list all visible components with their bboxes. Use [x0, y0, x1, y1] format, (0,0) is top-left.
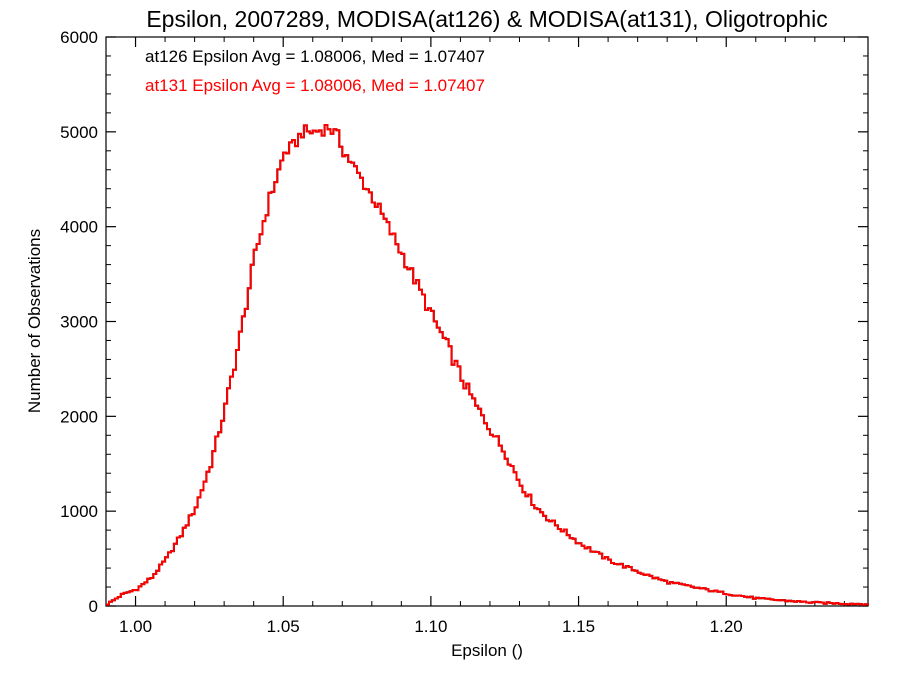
y-tick-label: 6000 — [60, 28, 98, 47]
x-tick-label: 1.20 — [710, 617, 743, 636]
y-axis-label: Number of Observations — [25, 229, 44, 413]
x-axis-ticks: 1.00 1.05 1.10 1.15 1.20 — [105, 37, 845, 636]
x-tick-label: 1.05 — [267, 617, 300, 636]
x-tick-label: 1.10 — [414, 617, 447, 636]
y-tick-label: 4000 — [60, 218, 98, 237]
series-line-at126 — [106, 124, 869, 606]
annotation-at131: at131 Epsilon Avg = 1.08006, Med = 1.074… — [145, 76, 485, 95]
y-axis-ticks: 0 1000 2000 3000 4000 5000 6000 — [60, 28, 868, 616]
y-tick-label: 1000 — [60, 502, 98, 521]
x-tick-label: 1.00 — [119, 617, 152, 636]
series-line-at131 — [106, 124, 869, 606]
y-tick-label: 2000 — [60, 407, 98, 426]
annotation-at126: at126 Epsilon Avg = 1.08006, Med = 1.074… — [145, 47, 485, 66]
y-tick-label: 5000 — [60, 123, 98, 142]
chart-title: Epsilon, 2007289, MODISA(at126) & MODISA… — [146, 6, 827, 32]
x-axis-label: Epsilon () — [451, 641, 523, 660]
plot-frame — [105, 36, 869, 607]
x-tick-label: 1.15 — [562, 617, 595, 636]
y-tick-label: 3000 — [60, 313, 98, 332]
histogram-series-layer — [106, 124, 869, 606]
y-tick-label: 0 — [89, 597, 98, 616]
